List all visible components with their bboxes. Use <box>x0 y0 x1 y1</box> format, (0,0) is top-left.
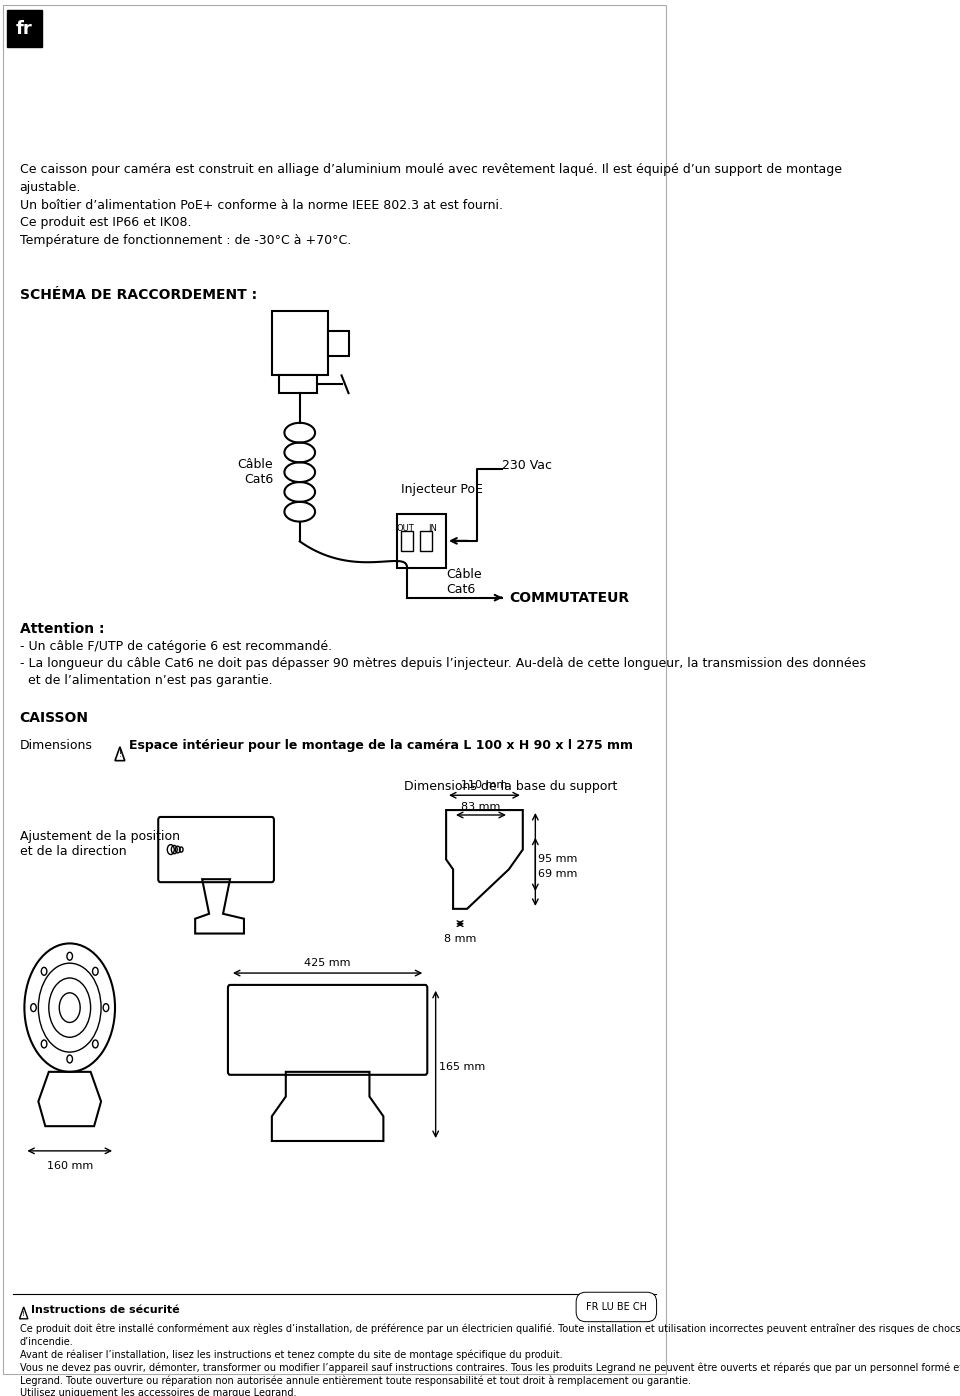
Text: Attention :: Attention : <box>19 623 104 637</box>
Text: 110 mm: 110 mm <box>462 780 508 790</box>
FancyBboxPatch shape <box>158 817 274 882</box>
Text: CAISSON: CAISSON <box>19 712 88 726</box>
Text: Espace intérieur pour le montage de la caméra L 100 x H 90 x l 275 mm: Espace intérieur pour le montage de la c… <box>129 738 633 752</box>
FancyBboxPatch shape <box>397 514 446 568</box>
Text: Legrand. Toute ouverture ou réparation non autorisée annule entièrement toute re: Legrand. Toute ouverture ou réparation n… <box>19 1375 690 1386</box>
Text: SCHÉMA DE RACCORDEMENT :: SCHÉMA DE RACCORDEMENT : <box>19 289 256 303</box>
Text: Ajustement de la position
et de la direction: Ajustement de la position et de la direc… <box>19 829 180 857</box>
Text: Dimensions: Dimensions <box>19 738 92 752</box>
Text: OUT: OUT <box>396 524 415 532</box>
Text: 160 mm: 160 mm <box>47 1160 93 1171</box>
FancyBboxPatch shape <box>401 532 414 551</box>
Text: fr: fr <box>16 20 33 38</box>
Text: FR LU BE CH: FR LU BE CH <box>586 1302 647 1312</box>
FancyBboxPatch shape <box>7 10 42 47</box>
FancyBboxPatch shape <box>272 311 327 376</box>
Text: - Un câble F/UTP de catégorie 6 est recommandé.: - Un câble F/UTP de catégorie 6 est reco… <box>19 641 331 653</box>
Text: Avant de réaliser l’installation, lisez les instructions et tenez compte du site: Avant de réaliser l’installation, lisez … <box>19 1350 563 1360</box>
Text: Utilisez uniquement les accessoires de marque Legrand.: Utilisez uniquement les accessoires de m… <box>19 1388 296 1396</box>
FancyBboxPatch shape <box>327 331 348 356</box>
Text: !: ! <box>118 750 122 759</box>
Text: Température de fonctionnement : de -30°C à +70°C.: Température de fonctionnement : de -30°C… <box>19 235 350 247</box>
Text: 425 mm: 425 mm <box>304 958 350 967</box>
Text: Câble
Cat6: Câble Cat6 <box>446 568 482 596</box>
Text: 83 mm: 83 mm <box>462 803 501 812</box>
Text: Un boîtier d’alimentation PoE+ conforme à la norme IEEE 802.3 at est fourni.: Un boîtier d’alimentation PoE+ conforme … <box>19 198 502 212</box>
Text: Ce produit doit être installé conformément aux règles d’installation, de préfére: Ce produit doit être installé conforméme… <box>19 1323 960 1335</box>
Text: Dimensions de la base du support: Dimensions de la base du support <box>404 780 617 793</box>
Text: d’incendie.: d’incendie. <box>19 1336 73 1347</box>
Text: Vous ne devez pas ouvrir, démonter, transformer ou modifier l’appareil sauf inst: Vous ne devez pas ouvrir, démonter, tran… <box>19 1362 960 1372</box>
Text: IN: IN <box>428 524 437 532</box>
Text: Injecteur PoE: Injecteur PoE <box>401 483 483 496</box>
Text: Câble
Cat6: Câble Cat6 <box>238 458 274 486</box>
FancyBboxPatch shape <box>228 986 427 1075</box>
Text: !: ! <box>22 1311 25 1316</box>
Text: Ce caisson pour caméra est construit en alliage d’aluminium moulé avec revêtemen: Ce caisson pour caméra est construit en … <box>19 163 842 176</box>
Text: Instructions de sécurité: Instructions de sécurité <box>32 1305 180 1315</box>
Text: COMMUTATEUR: COMMUTATEUR <box>509 591 629 604</box>
Text: ajustable.: ajustable. <box>19 180 81 194</box>
FancyBboxPatch shape <box>420 532 432 551</box>
Text: 95 mm: 95 mm <box>539 854 578 864</box>
Text: Ce produit est IP66 et IK08.: Ce produit est IP66 et IK08. <box>19 216 191 229</box>
Text: - La longueur du câble Cat6 ne doit pas dépasser 90 mètres depuis l’injecteur. A: - La longueur du câble Cat6 ne doit pas … <box>19 658 865 670</box>
Text: 8 mm: 8 mm <box>444 934 476 944</box>
Text: 69 mm: 69 mm <box>539 870 578 879</box>
FancyBboxPatch shape <box>278 376 317 394</box>
Text: 230 Vac: 230 Vac <box>502 459 552 472</box>
Text: 165 mm: 165 mm <box>439 1062 486 1072</box>
Text: et de l’alimentation n’est pas garantie.: et de l’alimentation n’est pas garantie. <box>19 674 272 687</box>
